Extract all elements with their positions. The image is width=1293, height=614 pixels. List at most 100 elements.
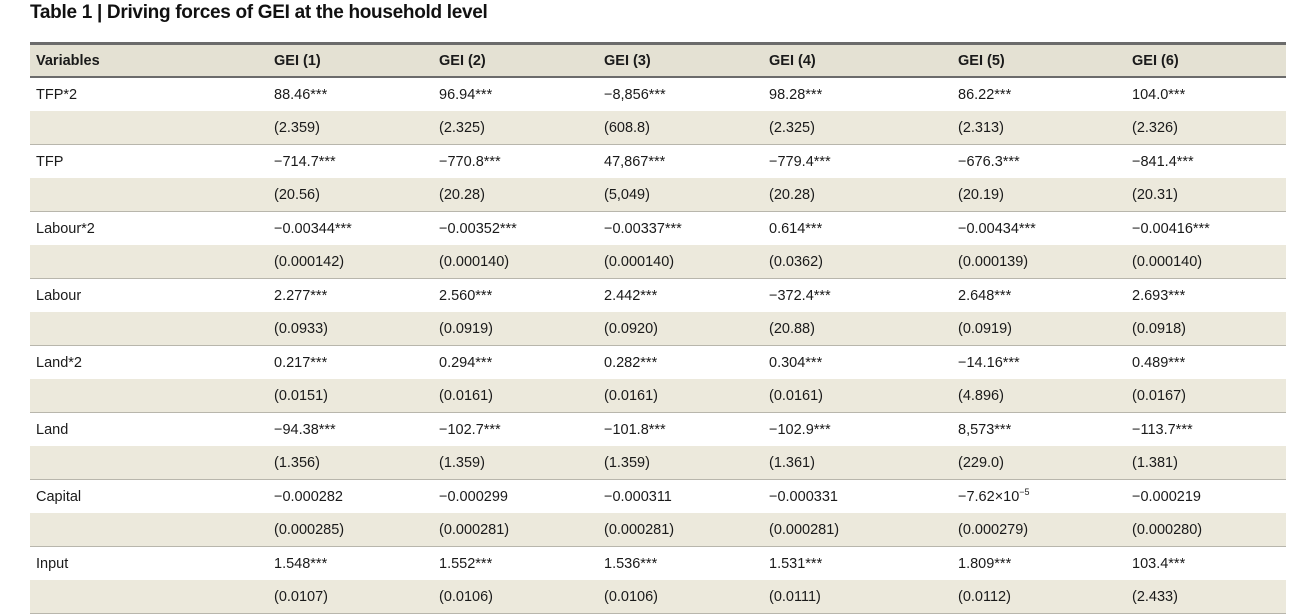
coefficient-cell: −0.00344***	[268, 212, 433, 246]
standard-error-cell: (2.359)	[268, 111, 433, 145]
coefficient-value: −714.7***	[274, 153, 336, 170]
standard-error-cell: (20.31)	[1126, 178, 1286, 212]
coefficient-cell: −779.4***	[763, 145, 952, 179]
standard-error-cell: (229.0)	[952, 446, 1126, 480]
regression-table: Variables GEI (1) GEI (2) GEI (3) GEI (4…	[30, 42, 1286, 614]
coefficient-value: 96.94***	[439, 86, 493, 103]
coefficient-row: Input 1.548*** 1.552*** 1.536*** 1.531*** 1.8…	[30, 546, 1286, 581]
standard-error-cell: (0.0106)	[433, 580, 598, 614]
variable-name: TFP*2	[36, 86, 78, 103]
standard-error-cell: (0.000281)	[433, 513, 598, 547]
standard-error-cell: (0.000285)	[268, 513, 433, 547]
coefficient-value: 47,867***	[604, 153, 666, 170]
coefficient-value: 1.536***	[604, 555, 658, 572]
coefficient-cell: 2.560***	[433, 279, 598, 313]
standard-error-row: (0.000285) (0.000281) (0.000281) (0.000281)…	[30, 513, 1286, 547]
standard-error-cell: (1.361)	[763, 446, 952, 480]
coefficient-value: 1.552***	[439, 555, 493, 572]
standard-error-cell: (20.28)	[433, 178, 598, 212]
coefficient-cell: −8,856***	[598, 77, 763, 111]
coefficient-cell: 0.489***	[1126, 346, 1286, 380]
standard-error-row: (1.356) (1.359) (1.359) (1.361) (229.0) (1.38…	[30, 446, 1286, 480]
coefficient-value: −0.000299	[439, 488, 508, 505]
coefficient-cell: −0.000299	[433, 480, 598, 514]
coefficient-cell: 104.0***	[1126, 77, 1286, 111]
coefficient-value: −0.00434***	[958, 220, 1036, 237]
coefficient-cell: 2.442***	[598, 279, 763, 313]
exponent: −5	[1019, 486, 1030, 497]
standard-error-cell: (4.896)	[952, 379, 1126, 413]
coefficient-cell: −102.9***	[763, 413, 952, 447]
header-variables: Variables	[30, 42, 268, 78]
standard-error-cell: (0.000140)	[433, 245, 598, 279]
coefficient-cell: 47,867***	[598, 145, 763, 179]
standard-error-cell: (0.000281)	[598, 513, 763, 547]
standard-error-cell: (0.0918)	[1126, 312, 1286, 346]
standard-error-cell: (0.0161)	[763, 379, 952, 413]
coefficient-value: −372.4***	[769, 287, 831, 304]
coefficient-cell: −714.7***	[268, 145, 433, 179]
coefficient-cell: 1.536***	[598, 547, 763, 581]
coefficient-cell: 103.4***	[1126, 547, 1286, 581]
coefficient-cell: 0.217***	[268, 346, 433, 380]
coefficient-cell: 0.294***	[433, 346, 598, 380]
standard-error-row: (0.0107) (0.0106) (0.0106) (0.0111) (0.0112)…	[30, 580, 1286, 614]
coefficient-cell: −0.00352***	[433, 212, 598, 246]
coefficient-cell: −101.8***	[598, 413, 763, 447]
coefficient-cell: 98.28***	[763, 77, 952, 111]
coefficient-value: −770.8***	[439, 153, 501, 170]
standard-error-cell: (2.325)	[763, 111, 952, 145]
standard-error-cell: (1.356)	[268, 446, 433, 480]
coefficient-value: 0.614***	[769, 220, 823, 237]
coefficient-value: 1.548***	[274, 555, 328, 572]
standard-error-cell: (0.0151)	[268, 379, 433, 413]
standard-error-row: (0.0151) (0.0161) (0.0161) (0.0161) (4.896)(…	[30, 379, 1286, 413]
coefficient-cell: 1.809***	[952, 547, 1126, 581]
coefficient-value: −676.3***	[958, 153, 1020, 170]
standard-error-cell: (1.359)	[598, 446, 763, 480]
coefficient-cell: −841.4***	[1126, 145, 1286, 179]
coefficient-value: −841.4***	[1132, 153, 1194, 170]
coefficient-value: −0.00337***	[604, 220, 682, 237]
coefficient-cell: 88.46***	[268, 77, 433, 111]
coefficient-value: 88.46***	[274, 86, 328, 103]
standard-error-cell: (0.000139)	[952, 245, 1126, 279]
coefficient-value: 0.489***	[1132, 354, 1186, 371]
coefficient-cell: 96.94***	[433, 77, 598, 111]
standard-error-cell: (1.381)	[1126, 446, 1286, 480]
coefficient-value: 1.809***	[958, 555, 1012, 572]
coefficient-row: Capital −0.000282 −0.000299 −0.000311 −0.000…	[30, 479, 1286, 514]
coefficient-cell: −676.3***	[952, 145, 1126, 179]
empty-cell	[30, 111, 268, 145]
coefficient-row: Land*2 0.217*** 0.294*** 0.282*** 0.304*** −1…	[30, 345, 1286, 380]
empty-cell	[30, 513, 268, 547]
standard-error-cell: (0.0167)	[1126, 379, 1286, 413]
standard-error-cell: (0.0933)	[268, 312, 433, 346]
coefficient-cell: −0.000282	[268, 480, 433, 514]
coefficient-cell: 1.548***	[268, 547, 433, 581]
coefficient-cell: −0.000219	[1126, 480, 1286, 514]
empty-cell	[30, 580, 268, 614]
header-gei-6: GEI (6)	[1126, 42, 1286, 78]
coefficient-value: 0.282***	[604, 354, 658, 371]
coefficient-value: 2.648***	[958, 287, 1012, 304]
coefficient-value: −94.38***	[274, 421, 336, 438]
coefficient-cell: −770.8***	[433, 145, 598, 179]
coefficient-value: 0.217***	[274, 354, 328, 371]
coefficient-value: −8,856***	[604, 86, 666, 103]
standard-error-cell: (20.56)	[268, 178, 433, 212]
standard-error-row: (2.359) (2.325) (608.8) (2.325) (2.313) (2.32…	[30, 111, 1286, 145]
standard-error-cell: (608.8)	[598, 111, 763, 145]
standard-error-cell: (0.000281)	[763, 513, 952, 547]
coefficient-cell: 2.277***	[268, 279, 433, 313]
empty-cell	[30, 379, 268, 413]
variable-name: Labour*2	[36, 220, 95, 237]
standard-error-cell: (0.000140)	[598, 245, 763, 279]
header-gei-4: GEI (4)	[763, 42, 952, 78]
standard-error-cell: (2.325)	[433, 111, 598, 145]
coefficient-value: −0.00344***	[274, 220, 352, 237]
coefficient-cell: 86.22***	[952, 77, 1126, 111]
coefficient-cell: −0.00337***	[598, 212, 763, 246]
coefficient-value: 2.693***	[1132, 287, 1186, 304]
standard-error-cell: (0.000280)	[1126, 513, 1286, 547]
